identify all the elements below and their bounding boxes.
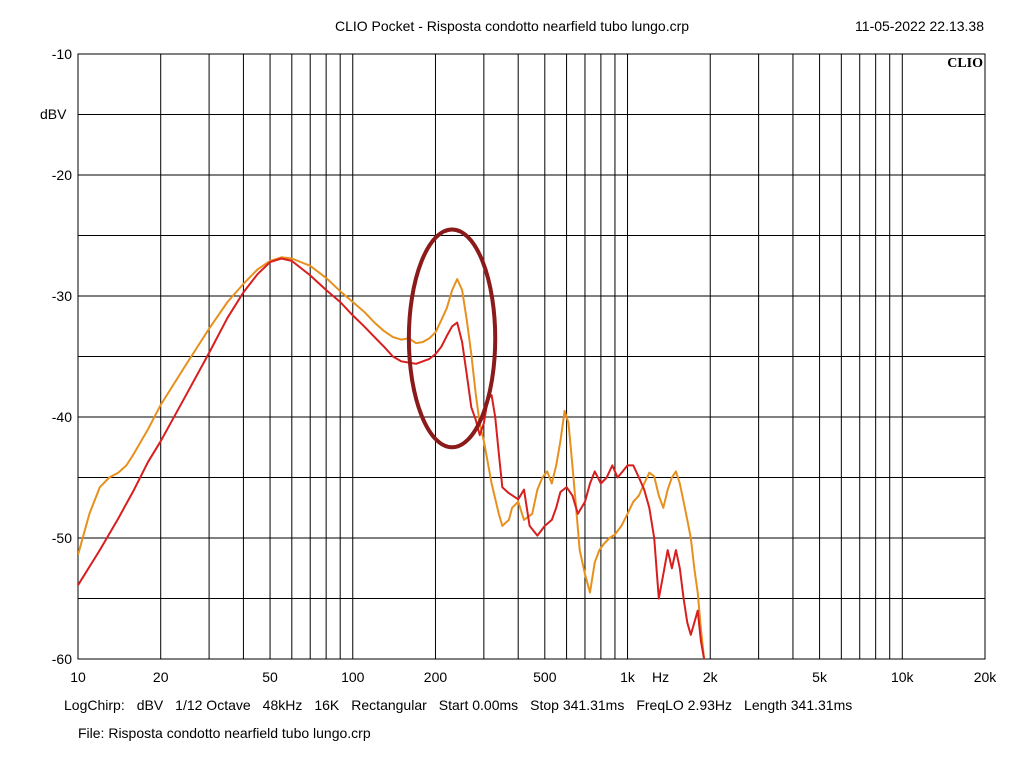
- setting-item: Rectangular: [351, 697, 427, 713]
- y-tick-label: -40: [52, 409, 72, 425]
- x-tick-label: 10: [70, 669, 86, 685]
- y-tick-label: -50: [52, 530, 72, 546]
- setting-item: 48kHz: [262, 697, 303, 713]
- x-tick-label: 1k: [620, 669, 636, 685]
- annotation-layer: [406, 227, 498, 450]
- x-tick-label: 100: [341, 669, 365, 685]
- series-line-2: [78, 257, 706, 659]
- y-tick-label: -20: [52, 167, 72, 183]
- grid: [78, 54, 985, 659]
- setting-item: dBV: [136, 697, 164, 713]
- measurement-settings: LogChirp: dBV 1/12 Octave 48kHz 16K Rectangul…: [64, 697, 864, 713]
- y-tick-labels: -10 -20 -30 -40 -50 -60: [52, 46, 72, 667]
- x-tick-label: 200: [424, 669, 448, 685]
- file-name: File: Risposta condotto nearfield tubo l…: [78, 725, 371, 741]
- setting-item: 1/12 Octave: [175, 697, 251, 713]
- x-tick-label: 5k: [812, 669, 828, 685]
- setting-item: Stop 341.31ms: [530, 697, 625, 713]
- x-tick-label: 20: [153, 669, 169, 685]
- setting-item: LogChirp:: [64, 697, 125, 713]
- brand-logo: CLIO: [947, 56, 983, 71]
- setting-item: 16K: [314, 697, 340, 713]
- chart-title: CLIO Pocket - Risposta condotto nearfiel…: [334, 18, 690, 34]
- setting-item: FreqLO 2.93Hz: [636, 697, 733, 713]
- x-tick-label: 20k: [974, 669, 998, 685]
- y-tick-label: -10: [52, 46, 72, 62]
- y-axis-label: dBV: [40, 106, 67, 122]
- x-tick-label: 10k: [891, 669, 915, 685]
- x-tick-labels: 10 20 50 100 200 500 1k 2k 5k 10k 20k: [70, 669, 997, 685]
- setting-item: Start 0.00ms: [438, 697, 519, 713]
- x-tick-label: 50: [262, 669, 278, 685]
- x-tick-label: 500: [533, 669, 557, 685]
- series-line-1: [78, 256, 706, 659]
- y-tick-label: -60: [52, 651, 72, 667]
- highlight-ellipse: [406, 227, 498, 450]
- y-tick-label: -30: [52, 288, 72, 304]
- series-layer: [78, 256, 706, 659]
- setting-item: Length 341.31ms: [744, 697, 853, 713]
- timestamp: 11-05-2022 22.13.38: [855, 18, 984, 34]
- x-axis-label: Hz: [652, 669, 669, 685]
- x-tick-label: 2k: [703, 669, 719, 685]
